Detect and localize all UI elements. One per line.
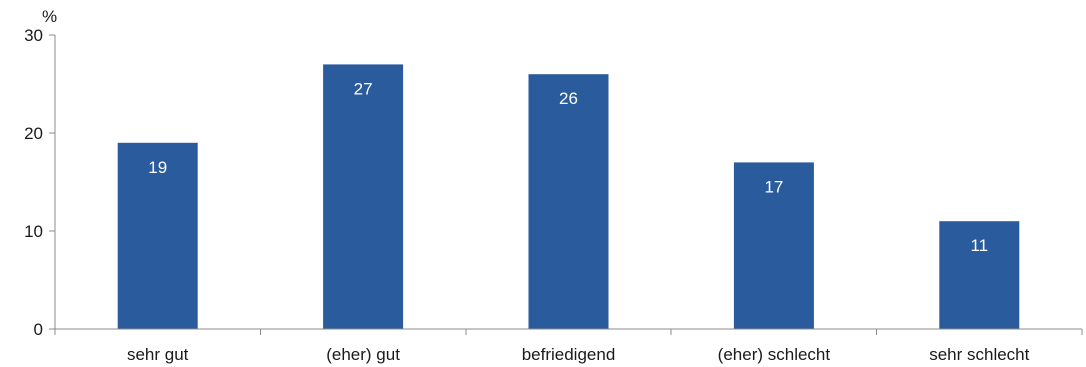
data-label: 27	[354, 79, 373, 98]
data-label: 11	[970, 236, 988, 255]
bar	[939, 221, 1020, 329]
x-axis-labels: sehr gut (eher) gut befriedigend (eher) sch…	[127, 345, 1030, 364]
y-axis-ticks: 0 10 20 30	[24, 26, 1083, 339]
bars: 19 27 26 17 11	[117, 64, 1020, 330]
y-tick-label: 0	[34, 320, 43, 339]
bar	[733, 162, 814, 329]
bar	[323, 64, 404, 330]
x-tick-label: sehr gut	[127, 345, 189, 364]
y-axis-unit-label: %	[42, 7, 57, 26]
bar	[117, 142, 198, 329]
x-tick-label: befriedigend	[522, 345, 616, 364]
y-tick-label: 30	[24, 26, 43, 45]
y-tick-label: 20	[24, 124, 43, 143]
data-label: 26	[559, 89, 578, 108]
x-tick-label: (eher) gut	[326, 345, 400, 364]
data-label: 19	[148, 158, 167, 177]
y-tick-label: 10	[24, 222, 43, 241]
x-tick-label: (eher) schlecht	[718, 345, 831, 364]
x-tick-label: sehr schlecht	[929, 345, 1029, 364]
bar	[528, 74, 609, 329]
data-label: 17	[764, 177, 783, 196]
